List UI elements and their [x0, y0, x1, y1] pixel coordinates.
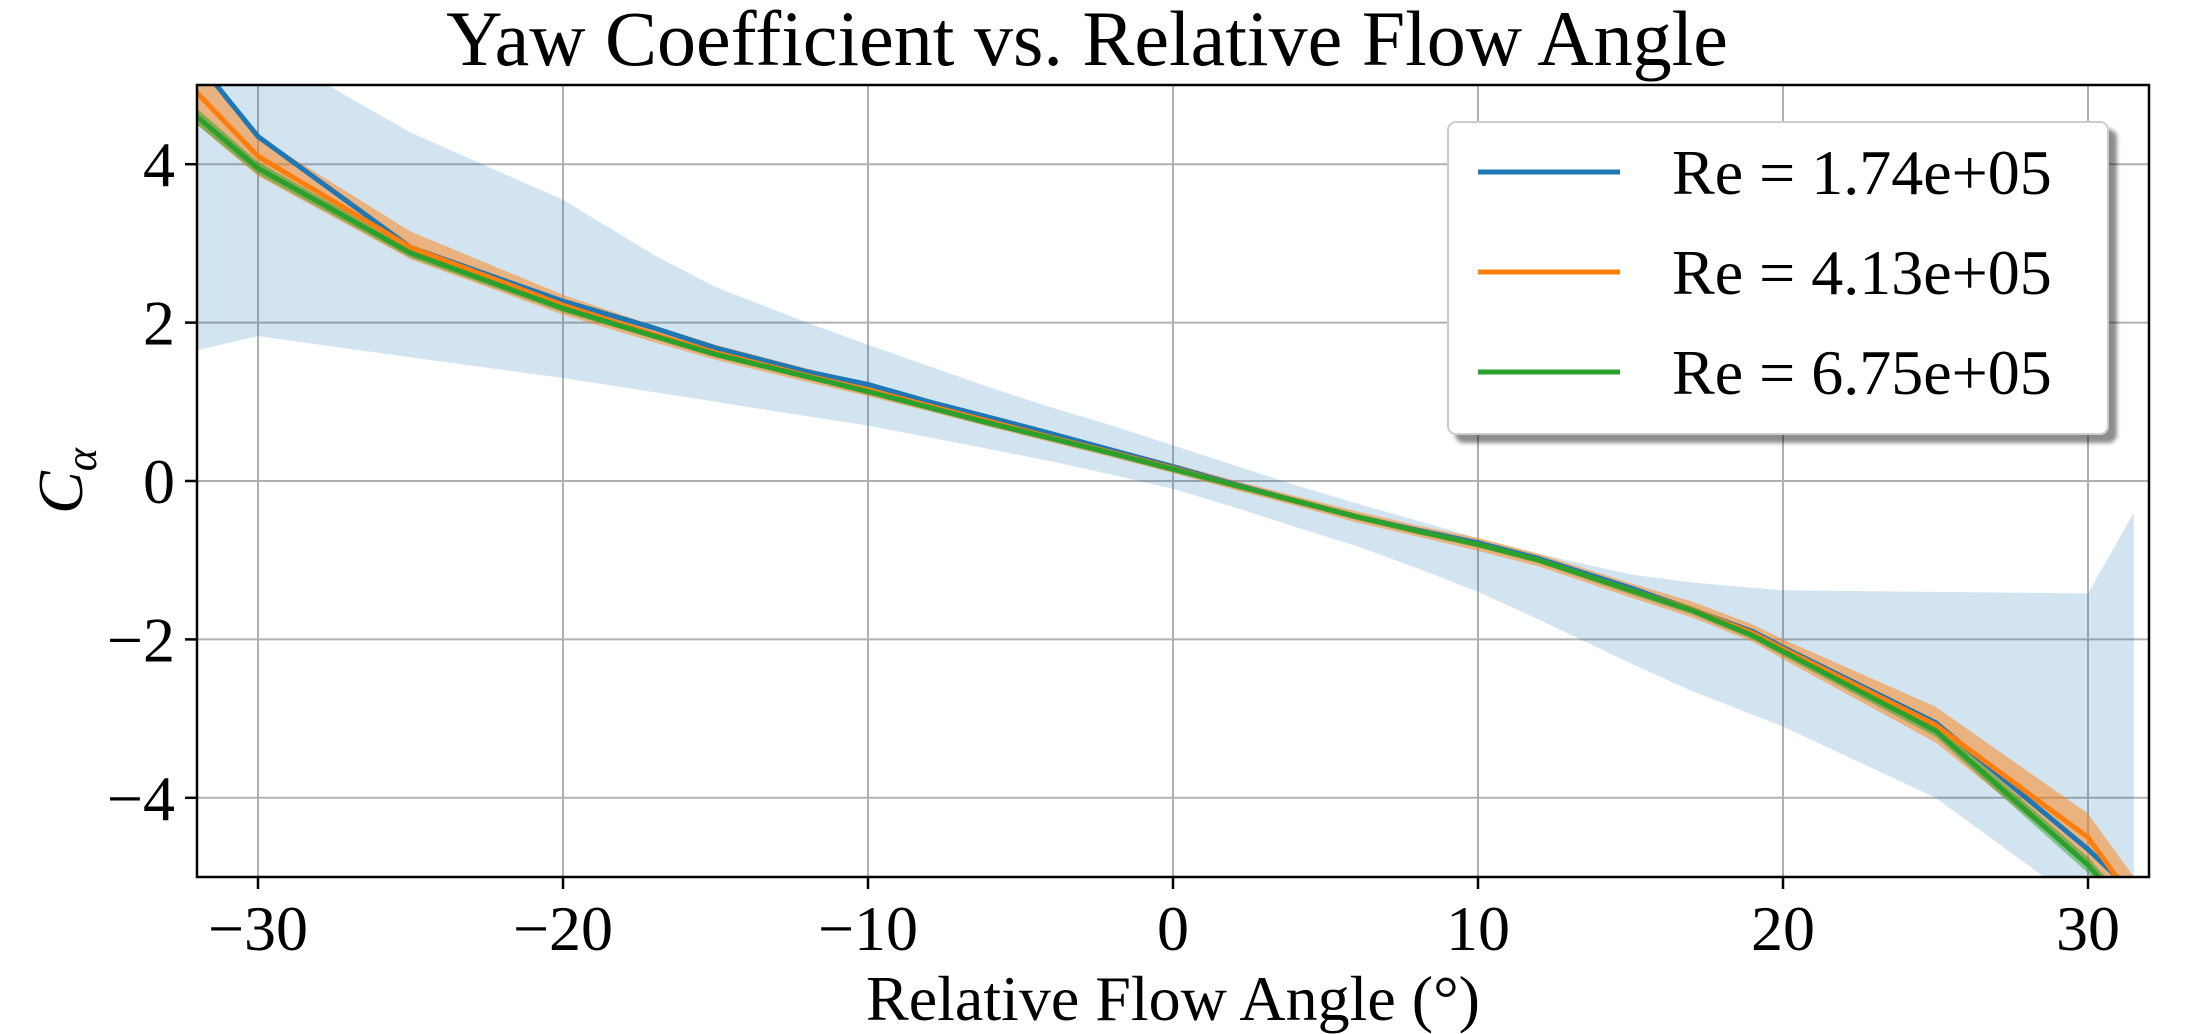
legend-label-0: Re = 1.74e+05 — [1672, 137, 2052, 208]
y-tick-label-0: −4 — [107, 763, 175, 834]
line-series-2 — [197, 114, 2102, 877]
series-lines — [197, 85, 2121, 877]
x-tick-label-4: 10 — [1446, 893, 1510, 964]
legend: Re = 1.74e+05 Re = 4.13e+05 Re = 6.75e+05 — [1447, 121, 2109, 435]
y-axis-label: Cα — [25, 447, 106, 514]
y-tick-label-2: 0 — [143, 446, 175, 517]
x-axis-label: Relative Flow Angle (°) — [866, 963, 1480, 1034]
y-tick-label-4: 4 — [143, 129, 175, 200]
legend-box — [1447, 121, 2109, 435]
x-tick-label-1: −20 — [513, 893, 613, 964]
legend-label-2: Re = 6.75e+05 — [1672, 337, 2052, 408]
x-tick-label-2: −10 — [818, 893, 918, 964]
x-tick-label-3: 0 — [1157, 893, 1189, 964]
x-tick-label-5: 20 — [1751, 893, 1815, 964]
y-tick-label-3: 2 — [143, 288, 175, 359]
y-axis-label-main: C — [25, 470, 96, 514]
band-series-0 — [197, 85, 2134, 877]
x-tick-label-0: −30 — [208, 893, 308, 964]
chart-title: Yaw Coefficient vs. Relative Flow Angle — [446, 0, 1728, 82]
x-tick-label-6: 30 — [2056, 893, 2120, 964]
y-axis-label-subscript: α — [57, 447, 106, 471]
y-tick-label-1: −2 — [107, 604, 175, 675]
legend-label-1: Re = 4.13e+05 — [1672, 237, 2052, 308]
confidence-bands — [197, 85, 2134, 877]
